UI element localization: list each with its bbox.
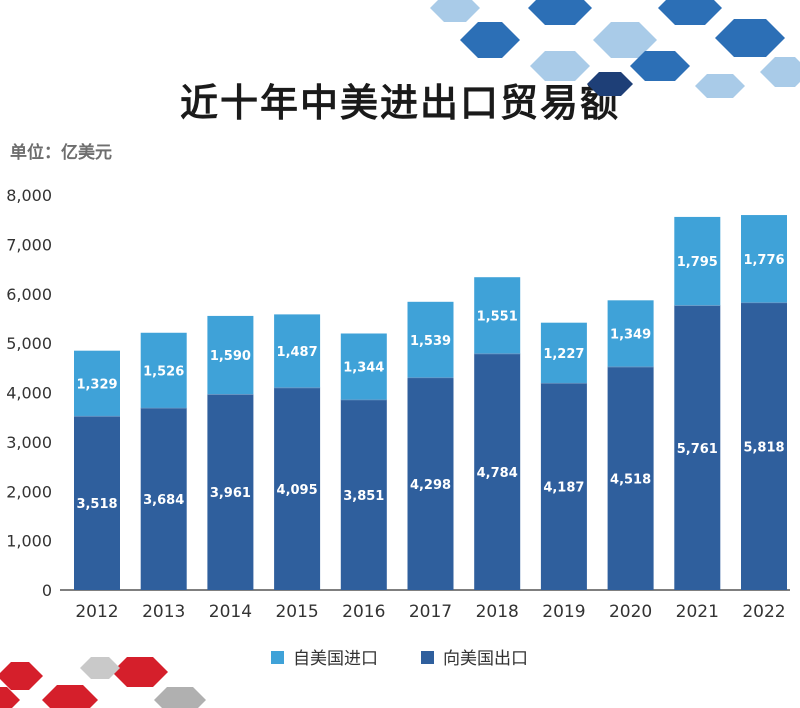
data-label-export: 3,851 [343,489,384,504]
bar-import [340,333,387,400]
data-label-import: 1,344 [343,361,384,376]
legend-label: 向美国出口 [443,649,528,669]
data-label-import: 1,539 [410,334,451,349]
data-label-import: 1,329 [76,377,117,392]
decor-hexagon-blue [630,51,690,81]
y-tick-label: 2,000 [6,482,52,501]
decor-hexagon-blue [760,57,800,87]
decor-hexagon-blue [593,22,657,58]
data-label-import: 1,487 [277,345,318,360]
decor-hexagon-red [112,657,168,687]
y-tick-label: 7,000 [6,235,52,254]
legend-swatch [271,651,284,664]
decor-hexagon-blue [715,19,785,57]
data-label-import: 1,349 [610,328,651,343]
unit-label: 单位：亿美元 [10,143,112,163]
data-label-import: 1,795 [677,255,718,270]
data-label-import: 1,776 [743,253,784,268]
data-label-export: 4,187 [543,481,584,496]
legend-label: 自美国进口 [293,649,378,669]
bar-export [74,416,120,590]
decor-hexagon-blue [460,22,520,58]
decor-hexagon-red [0,687,20,708]
x-tick-label: 2012 [75,602,118,622]
bar-import [474,277,521,354]
decor-hexagon-blue [430,0,480,22]
bar-import [274,314,321,388]
bar-import [607,300,654,367]
data-label-import: 1,590 [210,349,251,364]
y-tick-label: 8,000 [6,186,52,205]
bar-import [540,322,587,384]
bar-import [407,301,454,378]
x-tick-label: 2020 [609,602,652,622]
bar-export [474,353,521,590]
decor-hexagon-red [154,687,206,708]
legend-swatch [421,651,434,664]
bar-import [207,315,254,395]
x-tick-label: 2021 [676,602,719,622]
data-label-export: 4,784 [477,466,518,481]
bar-import [74,350,120,417]
x-tick-label: 2017 [409,602,452,622]
decor-hexagon-blue [528,0,592,25]
data-label-export: 4,298 [410,478,451,493]
data-label-export: 3,518 [76,497,117,512]
x-tick-label: 2014 [209,602,252,622]
bar-import [140,332,187,409]
bar-export [140,408,187,590]
data-label-export: 4,518 [610,472,651,487]
decor-hexagon-red [0,662,43,690]
bar-export [741,302,787,590]
y-tick-label: 3,000 [6,433,52,452]
decor-hexagon-blue [587,72,633,96]
decor-hexagon-red [42,685,98,708]
decor-hexagon-blue [695,74,745,98]
y-tick-label: 0 [42,581,52,600]
bar-export [207,394,254,590]
bar-import [674,216,721,306]
bar-export [540,383,587,590]
data-label-export: 4,095 [277,483,318,498]
bar-export [274,387,321,590]
decor-hexagon-blue [658,0,722,25]
x-tick-label: 2013 [142,602,185,622]
data-label-import: 1,551 [477,309,518,324]
data-label-export: 3,684 [143,493,184,508]
bar-import [741,215,787,303]
decor-hexagon-blue [530,51,590,81]
x-tick-label: 2019 [542,602,585,622]
data-label-export: 3,961 [210,486,251,501]
bar-export [407,377,454,590]
data-label-export: 5,761 [677,442,718,457]
y-tick-label: 5,000 [6,334,52,353]
x-tick-label: 2018 [476,602,519,622]
y-tick-label: 6,000 [6,285,52,304]
data-label-export: 5,818 [743,440,784,455]
x-tick-label: 2016 [342,602,385,622]
data-label-import: 1,227 [543,347,584,362]
bar-export [340,399,387,590]
x-tick-label: 2015 [275,602,318,622]
chart-title: 近十年中美进出口贸易额 [179,81,620,125]
bar-export [607,366,654,590]
x-tick-label: 2022 [742,602,785,622]
y-tick-label: 1,000 [6,532,52,551]
data-label-import: 1,526 [143,364,184,379]
decor-hexagon-red [80,657,120,679]
y-tick-label: 4,000 [6,384,52,403]
bar-export [674,305,721,590]
